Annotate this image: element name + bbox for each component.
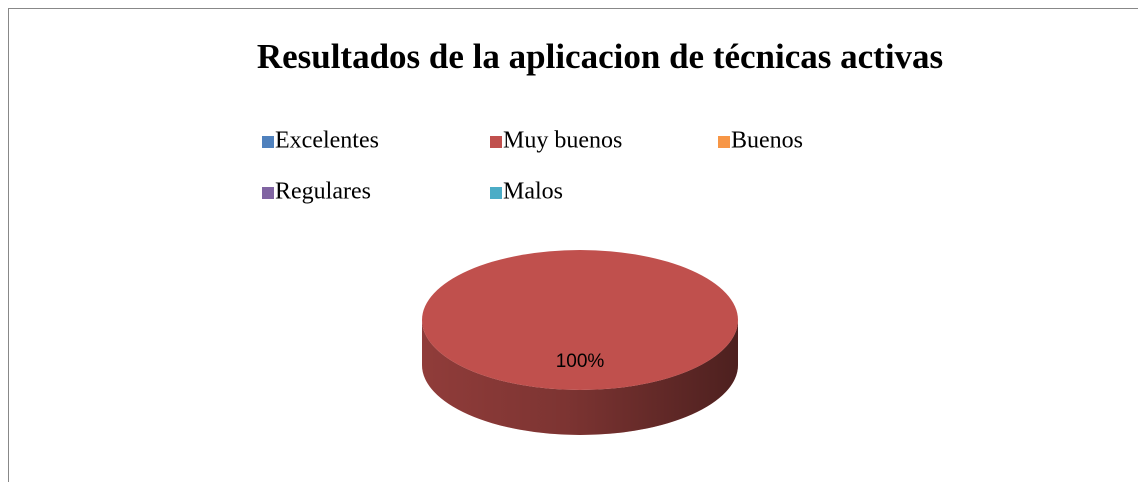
legend-swatch	[262, 187, 274, 199]
legend-swatch	[718, 136, 730, 148]
legend-label: Malos	[503, 179, 563, 205]
legend-label: Excelentes	[275, 128, 379, 154]
pie-side-shade	[422, 320, 738, 435]
legend-swatch	[262, 136, 274, 148]
chart-title: Resultados de la aplicacion de técnicas …	[257, 37, 943, 76]
data-label: 100%	[556, 351, 605, 372]
pie-slice	[422, 250, 738, 390]
chart-frame	[8, 8, 1138, 482]
legend-label: Muy buenos	[503, 128, 622, 154]
legend-swatch	[490, 187, 502, 199]
legend-swatch	[490, 136, 502, 148]
legend-label: Buenos	[731, 128, 803, 154]
legend-label: Regulares	[275, 179, 371, 205]
